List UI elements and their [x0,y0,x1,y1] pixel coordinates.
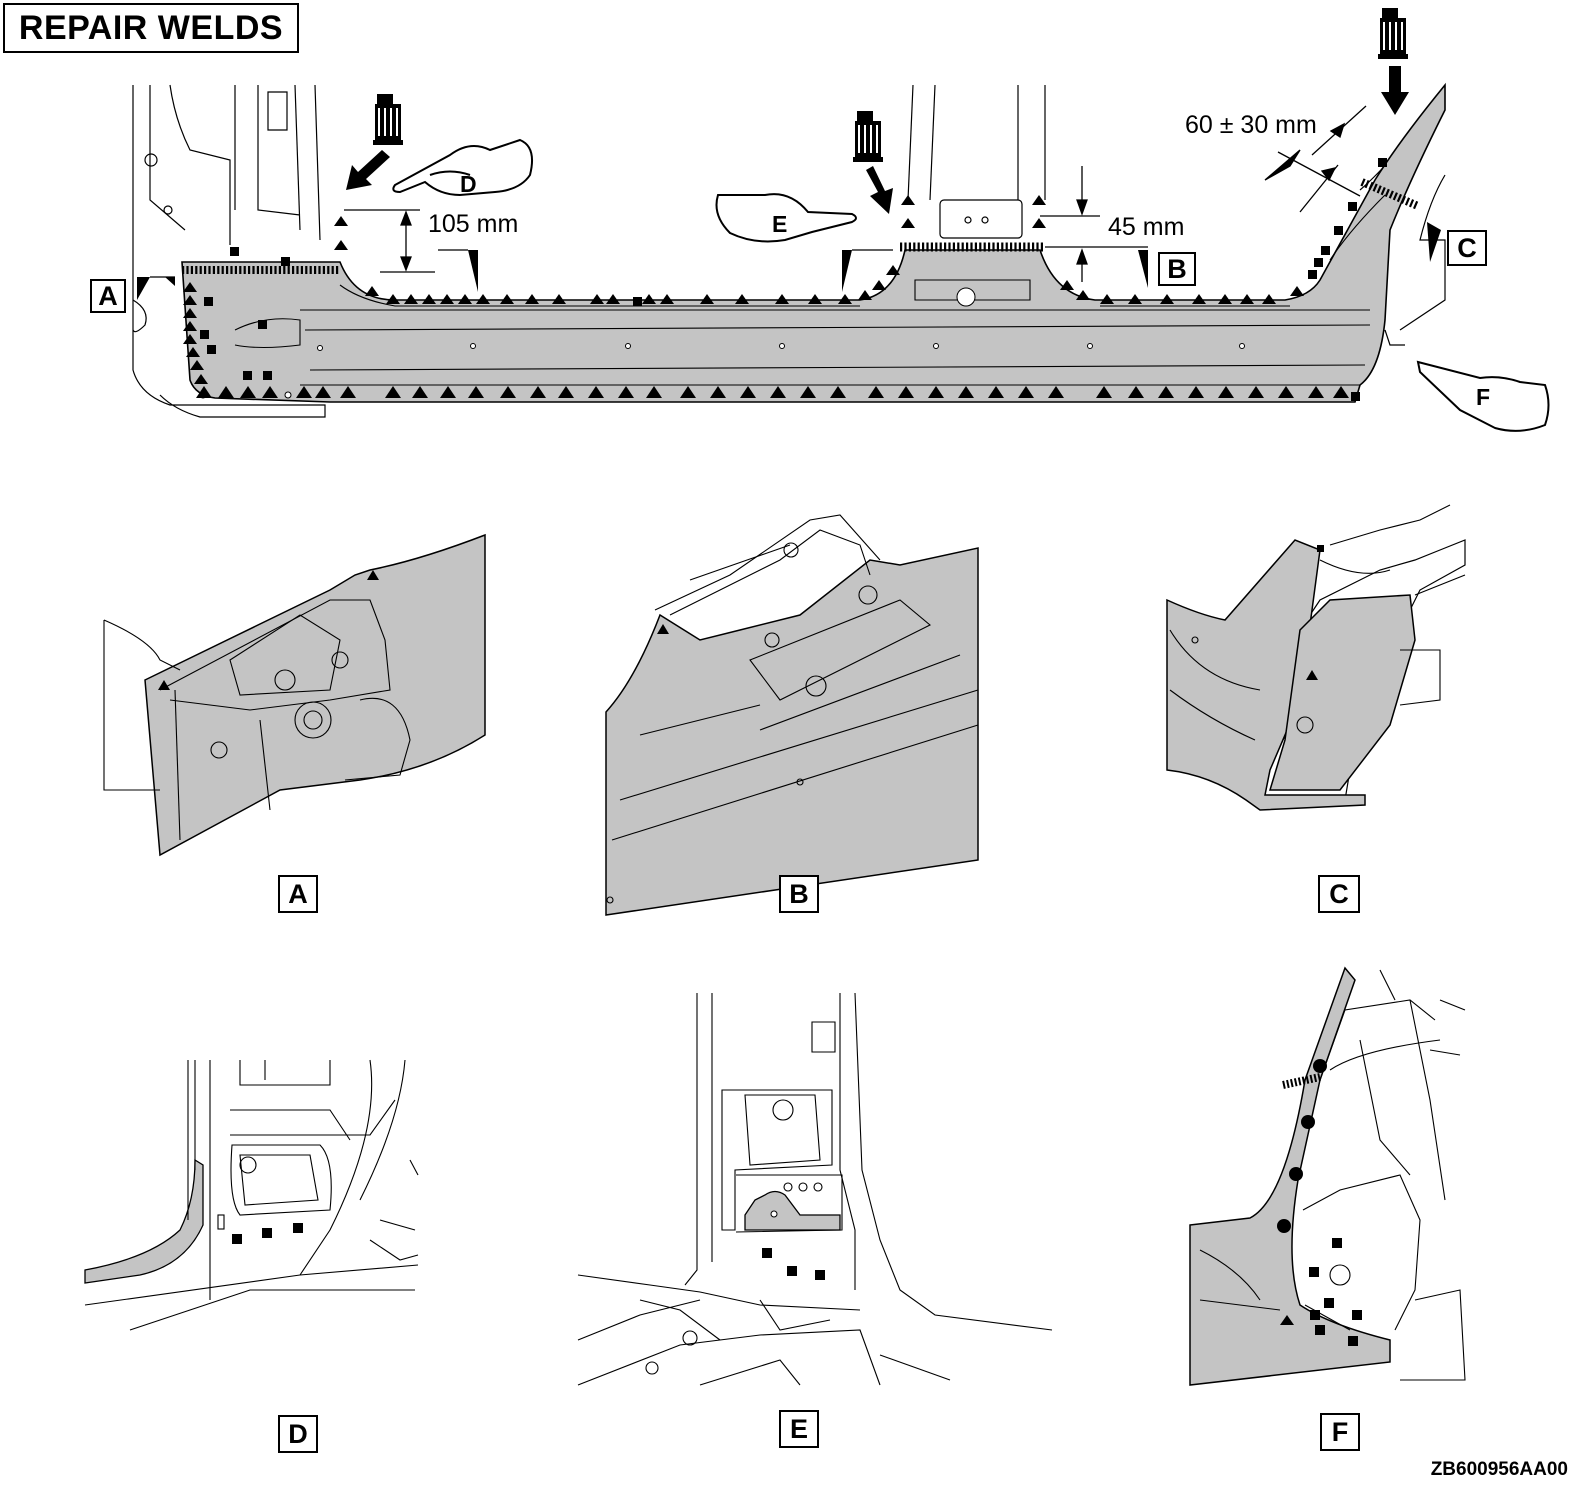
main-sill-view: D E F [132,7,1550,432]
section-label-b: B [1158,252,1196,286]
detail-view-b [605,514,979,916]
weld-triangle-symbols [183,195,1349,398]
weld-circle-symbols [1277,1059,1327,1233]
dimension-105-mm [344,209,435,273]
weld-square-symbols [762,1248,825,1280]
pointing-hand-icon [392,138,533,197]
view-label-f: F [1320,1413,1360,1451]
detail-view-c [1166,504,1466,811]
view-label-a: A [278,875,318,913]
weld-square-symbols [1309,1238,1362,1346]
section-label-a: A [90,279,126,313]
detail-view-f [1189,966,1466,1386]
weld-square-symbols [232,1223,303,1244]
pointing-hand-icon [1416,360,1550,432]
view-label-e: E [779,1410,819,1448]
view-label-d: D [278,1415,318,1453]
pointing-hand-icon [715,193,857,243]
sealer-gun-icon [346,93,404,190]
detail-view-a [103,533,486,857]
continuous-weld-rows [182,178,1420,274]
detail-view-d [84,1059,419,1331]
sealer-gun-icon [852,110,893,214]
detail-view-e [577,992,1053,1386]
view-arrow-letter: E [772,211,787,237]
view-label-c: C [1318,875,1360,913]
sealer-gun-icon [1377,7,1409,115]
section-label-c: C [1447,230,1487,266]
section-wedge-arrows [137,222,1441,300]
page-title: REPAIR WELDS [3,3,299,53]
view-arrow-letter: F [1476,384,1490,410]
dimension-label-center: 45 mm [1108,213,1185,241]
view-arrow-letter: D [460,171,477,197]
dimension-label-rear: 60 ± 30 mm [1185,111,1317,139]
view-label-b: B [779,875,819,913]
drawing-code: ZB600956AA00 [1430,1459,1568,1480]
dimension-45-mm [1040,166,1100,282]
weld-square-symbols [200,158,1387,401]
dimension-label-front: 105 mm [428,210,519,238]
dimension-60-mm [1264,105,1367,213]
